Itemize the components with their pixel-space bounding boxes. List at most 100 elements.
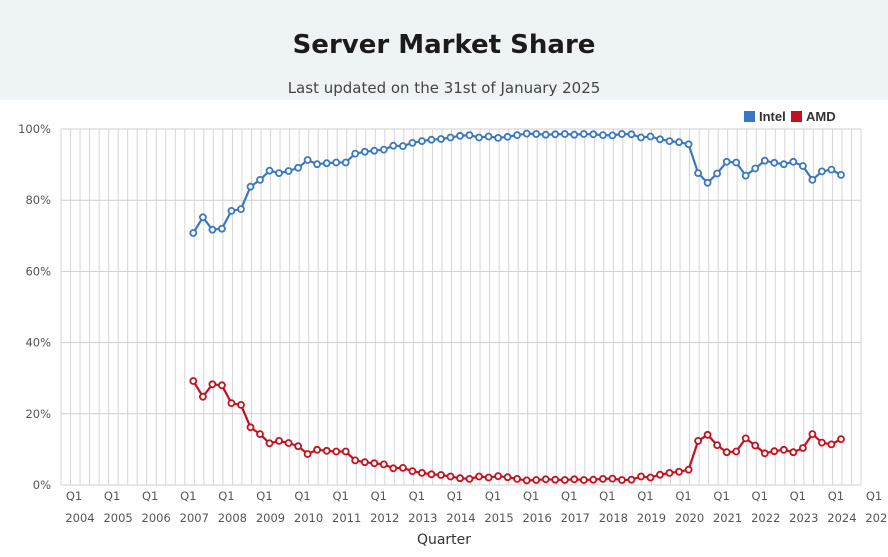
data-point-amd[interactable] — [408, 467, 417, 476]
data-point-amd[interactable] — [770, 447, 779, 456]
data-point-amd[interactable] — [665, 468, 674, 477]
data-point-amd[interactable] — [703, 430, 712, 439]
data-point-intel[interactable] — [560, 130, 569, 138]
data-point-intel[interactable] — [618, 130, 626, 138]
data-point-intel[interactable] — [532, 130, 541, 138]
data-point-intel[interactable] — [398, 142, 407, 151]
data-point-amd[interactable] — [360, 458, 369, 467]
data-point-intel[interactable] — [275, 169, 283, 178]
data-point-intel[interactable] — [217, 224, 226, 233]
data-point-intel[interactable] — [360, 147, 369, 156]
data-point-intel[interactable] — [198, 213, 207, 222]
data-point-amd[interactable] — [294, 442, 303, 451]
legend-swatch-intel[interactable] — [744, 111, 755, 122]
data-point-intel[interactable] — [370, 146, 379, 155]
data-point-amd[interactable] — [341, 447, 350, 456]
data-point-intel[interactable] — [303, 156, 312, 164]
data-point-amd[interactable] — [779, 445, 788, 454]
data-point-intel[interactable] — [465, 131, 474, 140]
data-point-amd[interactable] — [589, 475, 598, 484]
data-point-intel[interactable] — [608, 131, 617, 140]
data-point-intel[interactable] — [627, 130, 636, 139]
data-point-amd[interactable] — [313, 445, 322, 454]
data-point-amd[interactable] — [684, 465, 693, 474]
data-point-amd[interactable] — [427, 470, 436, 479]
data-point-intel[interactable] — [475, 133, 483, 142]
data-point-amd[interactable] — [284, 439, 293, 447]
data-point-amd[interactable] — [322, 446, 331, 455]
data-point-amd[interactable] — [646, 473, 655, 482]
data-point-intel[interactable] — [656, 135, 664, 144]
data-point-amd[interactable] — [246, 423, 255, 432]
data-point-intel[interactable] — [456, 131, 464, 140]
data-point-intel[interactable] — [675, 138, 683, 147]
data-point-intel[interactable] — [284, 167, 293, 175]
data-point-intel[interactable] — [713, 169, 721, 178]
data-point-amd[interactable] — [560, 476, 569, 484]
data-point-intel[interactable] — [551, 130, 560, 139]
data-point-intel[interactable] — [227, 206, 236, 215]
data-point-amd[interactable] — [237, 400, 245, 409]
data-point-intel[interactable] — [246, 182, 255, 191]
data-point-amd[interactable] — [265, 439, 274, 448]
data-point-amd[interactable] — [799, 444, 807, 452]
data-point-intel[interactable] — [799, 162, 807, 170]
data-point-intel[interactable] — [827, 165, 836, 174]
data-point-intel[interactable] — [589, 130, 598, 139]
data-point-intel[interactable] — [189, 229, 198, 237]
data-point-amd[interactable] — [599, 474, 607, 483]
data-point-amd[interactable] — [532, 476, 541, 484]
data-point-amd[interactable] — [332, 447, 341, 456]
data-point-intel[interactable] — [341, 158, 350, 167]
data-point-intel[interactable] — [437, 135, 445, 143]
data-point-intel[interactable] — [665, 137, 674, 146]
legend[interactable]: Intel AMD — [744, 109, 836, 124]
data-point-intel[interactable] — [579, 130, 588, 138]
data-point-amd[interactable] — [456, 474, 464, 483]
data-point-intel[interactable] — [513, 131, 521, 140]
data-point-amd[interactable] — [465, 474, 474, 483]
data-point-amd[interactable] — [217, 381, 226, 390]
data-point-intel[interactable] — [208, 225, 217, 234]
data-point-intel[interactable] — [332, 158, 341, 167]
data-point-amd[interactable] — [379, 460, 388, 469]
data-point-intel[interactable] — [770, 158, 779, 167]
data-point-intel[interactable] — [684, 140, 693, 149]
data-point-amd[interactable] — [627, 475, 636, 484]
data-point-intel[interactable] — [503, 132, 512, 141]
data-point-amd[interactable] — [579, 476, 588, 484]
data-point-intel[interactable] — [313, 160, 322, 169]
data-point-amd[interactable] — [522, 476, 531, 485]
data-point-intel[interactable] — [722, 157, 731, 166]
data-point-intel[interactable] — [256, 175, 264, 184]
data-point-amd[interactable] — [722, 448, 731, 457]
data-point-amd[interactable] — [741, 434, 750, 443]
data-point-intel[interactable] — [417, 137, 426, 146]
data-point-amd[interactable] — [608, 474, 617, 483]
data-point-intel[interactable] — [732, 158, 741, 167]
data-point-amd[interactable] — [808, 430, 817, 439]
data-point-amd[interactable] — [351, 456, 360, 465]
data-point-amd[interactable] — [417, 468, 426, 477]
data-point-amd[interactable] — [751, 441, 760, 450]
data-point-intel[interactable] — [818, 167, 826, 176]
data-point-intel[interactable] — [751, 164, 760, 173]
data-point-amd[interactable] — [541, 475, 550, 484]
data-point-intel[interactable] — [760, 156, 769, 165]
data-point-intel[interactable] — [789, 157, 798, 166]
data-point-intel[interactable] — [779, 160, 788, 169]
data-point-intel[interactable] — [237, 205, 245, 214]
data-point-intel[interactable] — [837, 170, 845, 179]
data-point-amd[interactable] — [227, 399, 236, 408]
data-point-intel[interactable] — [446, 133, 455, 142]
data-point-amd[interactable] — [475, 472, 483, 481]
data-point-intel[interactable] — [808, 175, 817, 184]
data-point-intel[interactable] — [741, 171, 750, 180]
data-point-amd[interactable] — [389, 464, 398, 473]
data-point-intel[interactable] — [637, 133, 645, 142]
legend-swatch-amd[interactable] — [791, 111, 802, 122]
data-point-amd[interactable] — [437, 471, 445, 479]
data-point-amd[interactable] — [837, 435, 845, 444]
data-point-amd[interactable] — [637, 472, 645, 481]
data-point-amd[interactable] — [713, 441, 721, 450]
